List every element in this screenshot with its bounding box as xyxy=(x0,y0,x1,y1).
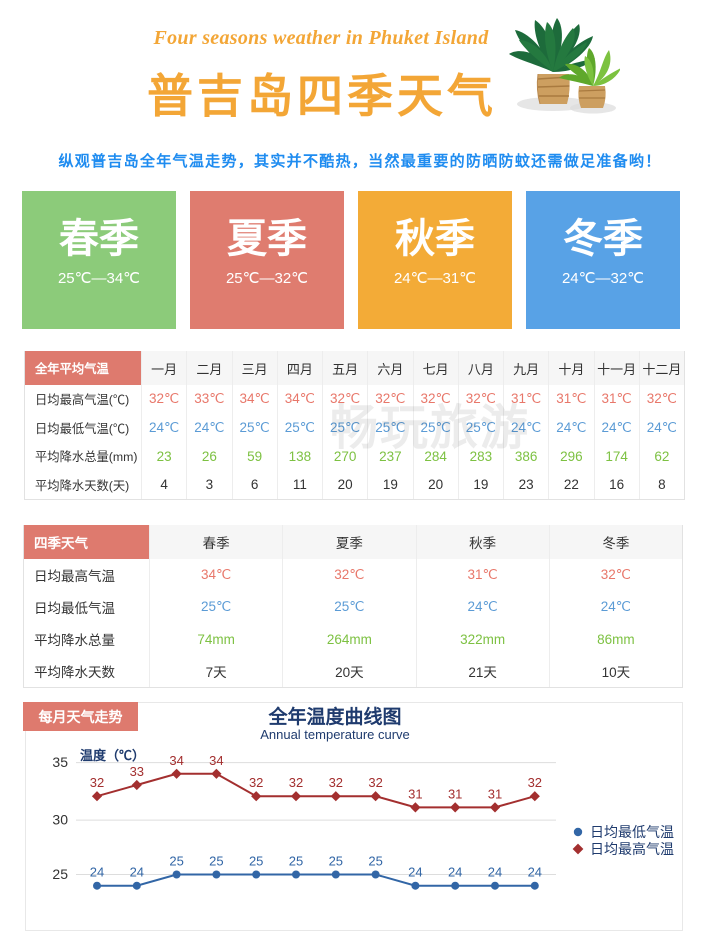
svg-text:32: 32 xyxy=(329,775,343,790)
svg-text:32: 32 xyxy=(289,775,303,790)
svg-text:24: 24 xyxy=(448,865,462,880)
svg-text:32: 32 xyxy=(249,775,263,790)
svg-text:日均最低气温: 日均最低气温 xyxy=(590,824,674,840)
svg-text:35: 35 xyxy=(52,754,68,770)
svg-text:24: 24 xyxy=(130,865,144,880)
svg-text:33: 33 xyxy=(130,764,144,779)
svg-text:25: 25 xyxy=(249,854,263,869)
svg-text:24: 24 xyxy=(488,865,502,880)
svg-text:25: 25 xyxy=(169,854,183,869)
svg-text:24: 24 xyxy=(408,865,422,880)
svg-text:32: 32 xyxy=(528,775,542,790)
svg-text:32: 32 xyxy=(90,775,104,790)
svg-text:24: 24 xyxy=(90,865,104,880)
svg-text:25: 25 xyxy=(52,866,68,882)
svg-text:30: 30 xyxy=(52,812,68,828)
svg-text:34: 34 xyxy=(209,753,223,768)
svg-text:日均最高气温: 日均最高气温 xyxy=(590,841,674,857)
svg-text:24: 24 xyxy=(528,865,542,880)
svg-text:25: 25 xyxy=(209,854,223,869)
svg-text:温度（℃）: 温度（℃） xyxy=(80,748,145,763)
svg-text:25: 25 xyxy=(329,854,343,869)
svg-text:32: 32 xyxy=(368,775,382,790)
svg-text:31: 31 xyxy=(408,786,422,801)
svg-text:34: 34 xyxy=(169,753,183,768)
svg-text:25: 25 xyxy=(289,854,303,869)
svg-text:31: 31 xyxy=(488,786,502,801)
svg-text:31: 31 xyxy=(448,786,462,801)
svg-text:25: 25 xyxy=(368,854,382,869)
